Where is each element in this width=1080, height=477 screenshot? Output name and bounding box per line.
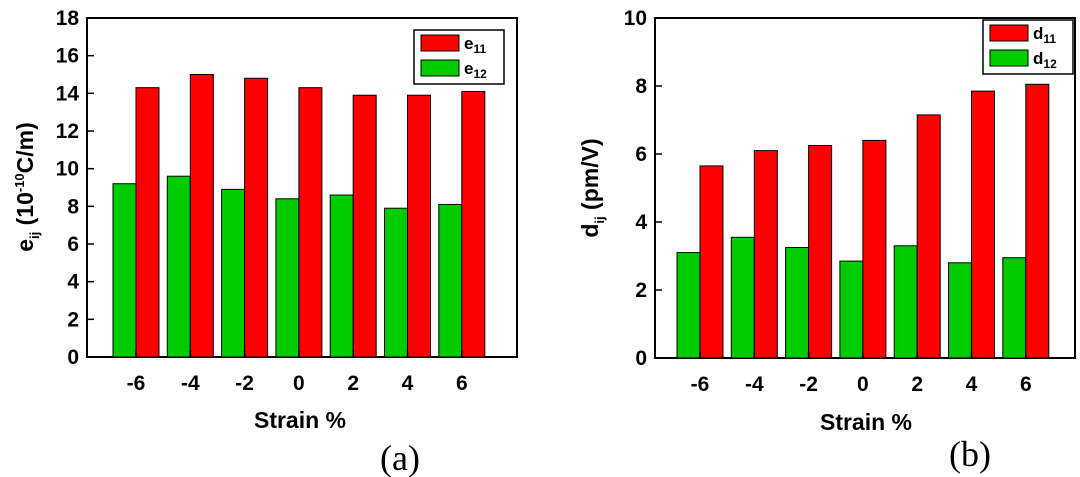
chart-a-x-tick-label: 4: [402, 372, 414, 395]
chart-b-x-tick-label: 2: [911, 373, 923, 396]
chart-a-y-axis-label: eij (10-10C/m): [12, 122, 42, 252]
chart-b-legend-swatch-d11: [989, 24, 1029, 42]
chart-a-panel-label: (a): [380, 438, 420, 477]
chart-a-legend: e11 e12: [413, 29, 505, 85]
chart-b-x-tick-label: -2: [799, 373, 818, 396]
chart-a-y-tick-label: 0: [67, 346, 79, 369]
chart-b-bar-d12-6: [1002, 257, 1027, 359]
chart-b-bar-d11-0: [862, 139, 887, 359]
chart-a-y-tick-label: 16: [56, 45, 79, 68]
chart-b-x-tick-label: -4: [745, 373, 764, 396]
chart-a-legend-swatch-e11: [420, 34, 460, 52]
chart-a: 0 2 4 6 8 10 12 14 16 18 -6 -4 -2 0 2 4 6 e11 e12 Strai…: [12, 7, 518, 477]
chart-b-y-tick-label: 6: [635, 143, 647, 166]
chart-a-x-tick-label: 2: [347, 372, 359, 395]
chart-a-bar-e12-0: [275, 198, 300, 358]
chart-a-bar-e11--6: [135, 87, 160, 358]
chart-b-bar-d12-2: [893, 245, 918, 359]
chart-a-y-tick-label: 6: [67, 233, 79, 256]
chart-a-bar-e12--2: [221, 188, 246, 358]
chart-a-x-ticks: -6 -4 -2 0 2 4 6: [127, 351, 468, 395]
chart-b-bar-d11--6: [699, 165, 724, 359]
chart-b-bar-d11--2: [808, 145, 833, 359]
chart-a-y-tick-label: 8: [67, 195, 79, 218]
chart-a-bar-e11-6: [461, 90, 486, 358]
chart-b-y-axis-label: dij (pm/V): [577, 138, 607, 237]
chart-a-bar-e11--2: [244, 77, 269, 358]
chart-a-x-tick-label: 6: [456, 372, 468, 395]
chart-b-bar-d12--4: [730, 236, 755, 359]
chart-a-y-tick-label: 14: [56, 82, 80, 105]
chart-a-legend-label-e11: e11: [464, 34, 486, 56]
chart-a-bar-e12--6: [112, 183, 137, 358]
chart-b-bar-d12-0: [839, 260, 864, 359]
chart-a-bar-e11-4: [407, 94, 431, 358]
chart-a-x-tick-label: -4: [181, 372, 200, 395]
chart-a-y-tick-label: 4: [67, 271, 79, 294]
chart-a-bar-e11--4: [189, 74, 214, 358]
chart-b-legend-label-d12: d12: [1033, 49, 1057, 71]
chart-b-y-tick-label: 0: [635, 347, 647, 370]
chart-b-y-tick-label: 8: [635, 75, 647, 98]
chart-b-x-tick-label: 0: [857, 373, 869, 396]
chart-b-y-tick-label: 4: [635, 211, 647, 234]
chart-b: 0 2 4 6 8 10 -6 -4 -2 0 2 4 6 d11 d12 Strain % dij …: [577, 7, 1076, 474]
chart-a-y-tick-label: 12: [56, 120, 79, 143]
chart-b-bar-d11-6: [1025, 83, 1050, 359]
chart-b-bars: [676, 83, 1050, 359]
chart-a-x-axis-label: Strain %: [254, 407, 346, 433]
chart-a-x-tick-label: -2: [235, 372, 254, 395]
chart-a-y-tick-label: 18: [56, 7, 80, 30]
chart-b-bar-d11-4: [971, 90, 995, 359]
chart-b-bar-d12-4: [948, 262, 972, 359]
chart-b-bar-d12--6: [676, 252, 701, 359]
chart-a-x-tick-label: 0: [293, 372, 305, 395]
chart-b-bar-d12--2: [785, 247, 810, 359]
chart-b-x-tick-label: -6: [691, 373, 710, 396]
chart-a-bar-e11-2: [352, 94, 377, 358]
chart-b-y-ticks: 0 2 4 6 8 10: [624, 7, 662, 370]
chart-a-legend-swatch-e12: [420, 59, 460, 77]
chart-a-bars: [112, 74, 486, 358]
chart-a-legend-label-e12: e12: [464, 59, 487, 81]
chart-a-bar-e12-2: [329, 194, 354, 358]
chart-b-x-tick-label: 6: [1020, 373, 1032, 396]
chart-b-x-axis-label: Strain %: [820, 409, 912, 435]
chart-a-x-tick-label: -6: [127, 372, 146, 395]
chart-b-legend-label-d11: d11: [1033, 24, 1056, 46]
chart-a-y-tick-label: 2: [67, 308, 79, 331]
chart-b-bar-d11-2: [916, 114, 941, 359]
chart-b-legend-swatch-d12: [989, 49, 1029, 67]
chart-b-bar-d11--4: [753, 150, 778, 359]
chart-b-panel-label: (b): [949, 434, 991, 474]
chart-a-bar-e12-4: [384, 207, 408, 358]
chart-a-bar-e12-6: [438, 203, 463, 358]
chart-a-bar-e12--4: [166, 175, 191, 358]
chart-b-y-tick-label: 2: [635, 279, 647, 302]
chart-b-legend: d11 d12: [982, 19, 1074, 75]
chart-a-y-tick-label: 10: [56, 158, 79, 181]
chart-b-x-tick-label: 4: [966, 373, 978, 396]
chart-a-y-ticks: 0 2 4 6 8 10 12 14 16 18: [56, 7, 94, 369]
chart-b-x-ticks: -6 -4 -2 0 2 4 6: [691, 352, 1032, 396]
chart-b-y-tick-label: 10: [624, 7, 647, 30]
chart-a-bar-e11-0: [298, 87, 323, 358]
